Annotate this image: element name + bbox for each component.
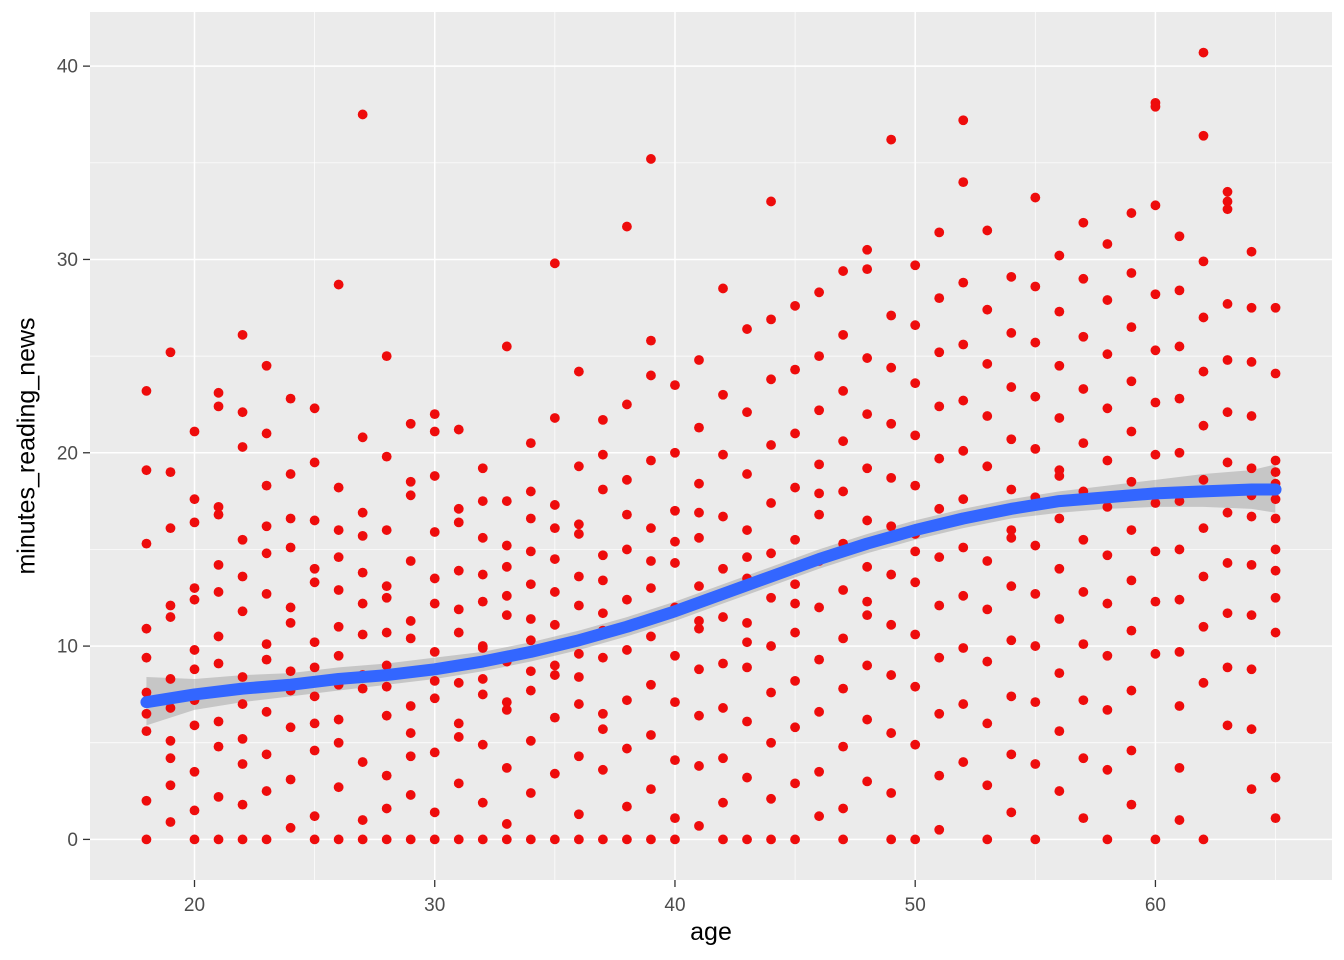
gridlines-minor xyxy=(90,12,1332,880)
smooth-line xyxy=(140,483,1282,709)
y-axis-title: minutes_reading_news xyxy=(12,317,41,575)
svg-text:30: 30 xyxy=(424,895,445,916)
svg-text:30: 30 xyxy=(57,250,78,271)
x-axis-title: age xyxy=(690,918,732,946)
svg-text:40: 40 xyxy=(57,57,78,78)
svg-text:20: 20 xyxy=(57,443,78,464)
x-tick-labels: 20 30 40 50 60 xyxy=(184,895,1166,916)
svg-text:60: 60 xyxy=(1145,895,1166,916)
svg-text:10: 10 xyxy=(57,637,78,658)
svg-text:0: 0 xyxy=(67,830,78,851)
axis-ticks xyxy=(83,65,1157,887)
plot-panel xyxy=(90,12,1332,880)
gridlines-major xyxy=(90,12,1332,880)
svg-text:40: 40 xyxy=(664,895,685,916)
svg-text:50: 50 xyxy=(905,895,926,916)
svg-text:20: 20 xyxy=(184,895,205,916)
y-tick-labels: 0 10 20 30 40 xyxy=(57,57,78,851)
